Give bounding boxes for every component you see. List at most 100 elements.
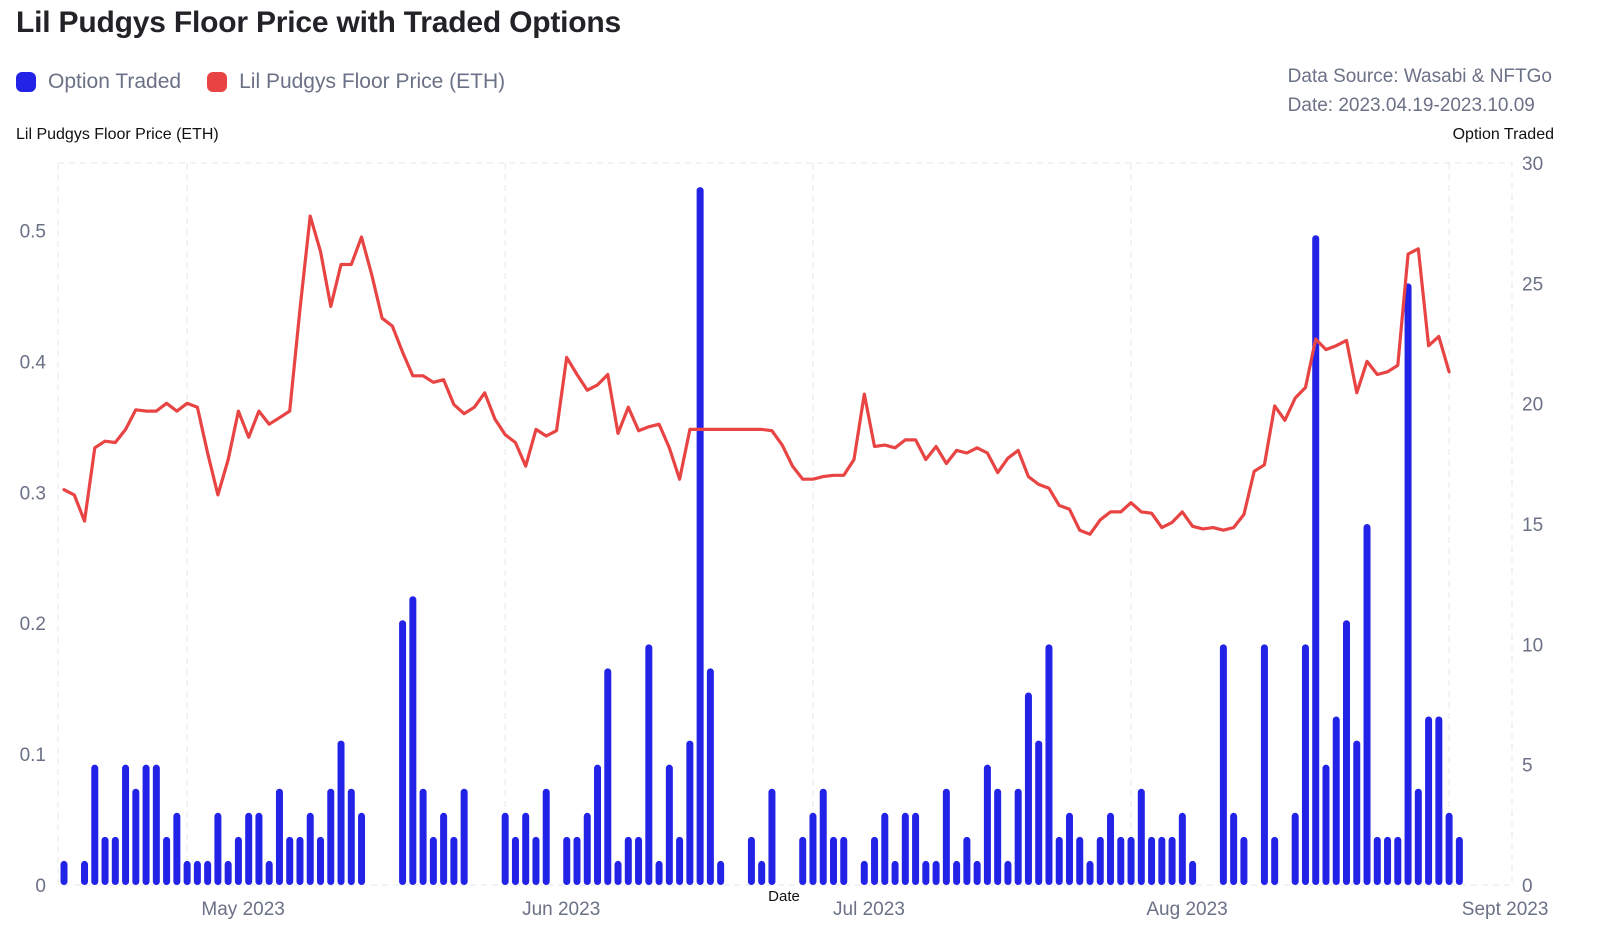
bar-option-traded — [953, 860, 961, 885]
bar-option-traded — [1168, 836, 1176, 885]
bar-option-traded — [409, 596, 417, 885]
x-axis-title: Date — [768, 888, 800, 905]
bar-option-traded — [1219, 644, 1227, 885]
bar-option-traded — [317, 836, 324, 885]
bar-option-traded — [1455, 836, 1463, 885]
bar-option-traded — [1312, 235, 1320, 885]
bar-option-traded — [635, 836, 643, 885]
bar-option-traded — [1055, 836, 1063, 885]
x-tick-label: May 2023 — [201, 899, 284, 920]
bar-option-traded — [1435, 716, 1443, 885]
bar-option-traded — [1394, 836, 1402, 885]
bar-option-traded — [450, 836, 458, 885]
bar-option-traded — [1014, 788, 1022, 885]
chart-title: Lil Pudgys Floor Price with Traded Optio… — [16, 6, 622, 39]
bar-option-traded — [830, 836, 837, 885]
y-right-tick-label: 30 — [1522, 154, 1543, 175]
bar-option-traded — [840, 836, 848, 885]
y-right-tick-label: 15 — [1522, 515, 1543, 536]
bar-option-traded — [111, 836, 119, 885]
bar-option-traded — [142, 764, 150, 885]
bar-option-traded — [101, 836, 109, 885]
bar-option-traded — [665, 764, 673, 885]
bar-option-traded — [511, 836, 519, 885]
bar-option-traded — [809, 812, 817, 885]
bar-option-traded — [1384, 836, 1392, 885]
bar-option-traded — [296, 836, 304, 885]
bar-option-traded — [922, 860, 930, 885]
bar-option-traded — [1445, 812, 1453, 885]
date-range-line: Date: 2023.04.19-2023.10.09 — [1287, 95, 1535, 116]
bar-option-traded — [1045, 644, 1053, 885]
bar-option-traded — [1343, 620, 1350, 885]
x-tick-label: Jul 2023 — [833, 899, 905, 920]
legend-item-option-traded[interactable]: Option Traded — [16, 70, 181, 94]
bar-option-traded — [901, 812, 909, 885]
bar-option-traded — [1373, 836, 1381, 885]
bar-option-traded — [327, 788, 335, 885]
bar-option-traded — [942, 788, 950, 885]
floor-price-line — [62, 214, 1451, 536]
bar-option-traded — [1076, 836, 1084, 885]
bar-option-traded — [881, 812, 889, 885]
bar-option-traded — [245, 812, 253, 885]
bar-option-traded — [1260, 644, 1268, 885]
bar-option-traded — [1189, 860, 1197, 885]
bar-option-traded — [1158, 836, 1166, 885]
bar-option-traded — [234, 836, 242, 885]
bar-option-traded — [891, 860, 899, 885]
bar-option-traded — [1363, 524, 1371, 885]
bar-option-traded — [204, 860, 212, 885]
y-right-tick-label: 5 — [1522, 756, 1533, 777]
bar-option-traded — [932, 860, 940, 885]
bar-option-traded — [1301, 644, 1309, 885]
bar-option-traded — [286, 836, 294, 885]
bar-option-traded — [594, 764, 602, 885]
y-right-tick-label: 25 — [1522, 274, 1543, 295]
bar-option-traded — [1404, 283, 1412, 885]
bar-option-traded — [1107, 812, 1115, 885]
bar-option-traded — [337, 740, 345, 885]
bar-option-traded — [1127, 836, 1135, 885]
legend-item-floor-price[interactable]: Lil Pudgys Floor Price (ETH) — [207, 70, 505, 94]
bar-option-traded — [429, 836, 437, 885]
bar-option-traded — [542, 788, 550, 885]
bar-option-traded — [265, 860, 273, 885]
bar-option-traded — [173, 812, 181, 885]
x-tick-label: Sept 2023 — [1462, 899, 1549, 920]
bar-option-traded — [696, 187, 704, 886]
legend-swatch-option-traded — [16, 72, 36, 92]
data-source-note: Data Source: Wasabi & NFTGo Date: 2023.0… — [1288, 62, 1552, 120]
right-axis-title: Option Traded — [1452, 126, 1554, 143]
bar-option-traded — [183, 860, 191, 885]
bar-option-traded — [645, 644, 653, 885]
bar-option-traded — [152, 764, 160, 885]
bar-option-traded — [1271, 836, 1279, 885]
bar-option-traded — [1024, 692, 1032, 885]
y-left-tick-label: 0.3 — [20, 483, 46, 504]
bar-option-traded — [399, 620, 407, 885]
bar-option-traded — [1065, 812, 1073, 885]
bar-option-traded — [1425, 716, 1433, 885]
bar-option-traded — [1035, 740, 1043, 885]
bar-option-traded — [306, 812, 314, 885]
bar-option-traded — [583, 812, 591, 885]
bar-option-traded — [624, 836, 632, 885]
bar-option-traded — [532, 836, 540, 885]
legend-label-option-traded: Option Traded — [48, 70, 182, 93]
bar-option-traded — [275, 788, 283, 885]
bar-option-traded — [1230, 812, 1238, 885]
bar-option-traded — [132, 788, 140, 885]
bar-option-traded — [60, 860, 68, 885]
y-right-tick-label: 0 — [1522, 876, 1533, 897]
bar-option-traded — [994, 788, 1002, 885]
bar-option-traded — [676, 836, 684, 885]
bar-option-traded — [1148, 836, 1156, 885]
y-right-tick-label: 10 — [1522, 635, 1543, 656]
bar-option-traded — [973, 860, 981, 885]
bar-option-traded — [501, 812, 509, 885]
y-right-tick-label: 20 — [1522, 395, 1543, 416]
bar-option-traded — [604, 668, 612, 885]
left-axis-title: Lil Pudgys Floor Price (ETH) — [16, 126, 219, 143]
